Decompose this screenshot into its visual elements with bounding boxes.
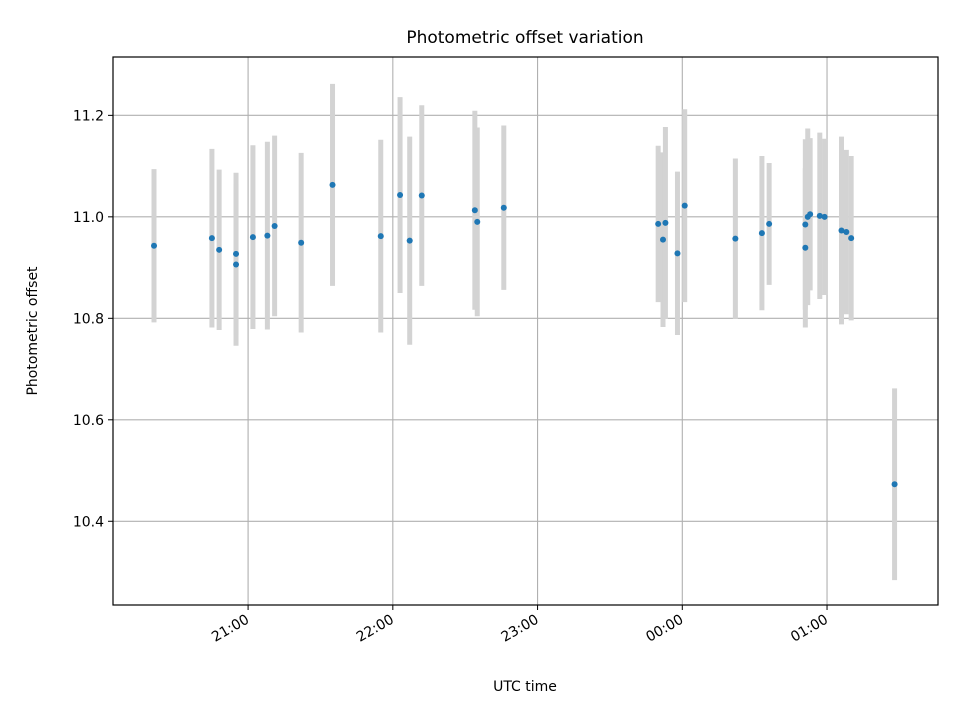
data-point (660, 236, 666, 243)
y-tick-label: 11.0 (73, 210, 104, 226)
data-point (329, 181, 336, 188)
data-point (474, 218, 481, 225)
data-point (891, 481, 898, 488)
data-point (233, 250, 240, 257)
data-point (758, 230, 765, 237)
grid-lines (113, 57, 938, 605)
x-axis-label: UTC time (493, 679, 557, 695)
y-tick-label: 10.8 (73, 311, 104, 327)
data-point (471, 207, 478, 214)
plot-frame (112, 56, 939, 606)
chart-title: Photometric offset variation (406, 28, 643, 48)
data-point (802, 244, 809, 251)
data-point (264, 232, 271, 239)
data-point (766, 220, 773, 227)
data-point (848, 235, 855, 242)
data-point (807, 211, 814, 218)
y-tick-label: 10.4 (73, 514, 104, 530)
y-axis-ticks: 10.4 10.6 10.8 11.0 11.2 (73, 108, 113, 530)
data-point (655, 220, 662, 227)
data-point (151, 242, 158, 249)
data-point (838, 227, 845, 234)
data-point (208, 235, 215, 242)
data-point (271, 222, 278, 229)
data-point (397, 192, 404, 199)
data-point (821, 213, 828, 220)
data-point (500, 204, 507, 211)
data-point (674, 250, 681, 257)
data-point (732, 235, 739, 242)
data-point (843, 229, 850, 236)
data-point (298, 239, 305, 246)
data-point (216, 246, 223, 253)
data-point (233, 261, 240, 268)
data-point (662, 219, 669, 226)
data-point (816, 212, 823, 219)
data-points (151, 181, 898, 488)
data-point (418, 192, 425, 199)
data-point (249, 234, 256, 241)
data-point (377, 233, 384, 240)
y-axis-label: Photometric offset (25, 266, 41, 396)
y-tick-label: 11.2 (73, 108, 104, 124)
data-point (406, 237, 413, 244)
data-point (681, 202, 688, 209)
data-point (802, 221, 809, 228)
y-tick-label: 10.6 (73, 413, 104, 429)
